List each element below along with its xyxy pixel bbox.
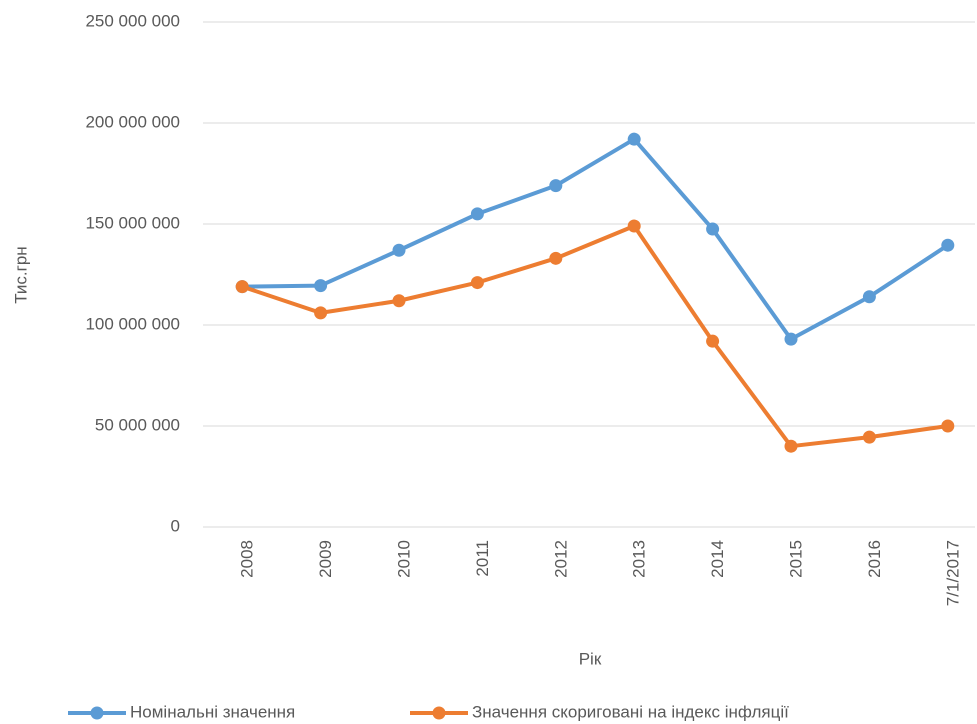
data-point xyxy=(941,238,955,252)
data-point xyxy=(784,332,798,346)
y-tick-label: 250 000 000 xyxy=(85,11,180,30)
data-point xyxy=(392,243,406,257)
x-tick-label: 7/1/2017 xyxy=(943,540,962,606)
x-tick-label: 2009 xyxy=(316,540,335,578)
data-point xyxy=(470,207,484,221)
data-point xyxy=(862,430,876,444)
series-line xyxy=(241,224,949,449)
x-tick-label: 2011 xyxy=(473,540,492,577)
data-point xyxy=(470,276,484,290)
y-tick-label: 150 000 000 xyxy=(85,213,180,232)
data-point xyxy=(392,294,406,308)
legend-marker xyxy=(90,706,104,720)
y-axis-title: Тис.грн xyxy=(11,246,30,303)
y-tick-label: 50 000 000 xyxy=(95,415,180,434)
legend-marker xyxy=(432,706,446,720)
x-tick-label: 2012 xyxy=(551,540,570,578)
y-tick-label: 200 000 000 xyxy=(85,112,180,131)
series-line xyxy=(242,137,949,342)
data-point xyxy=(784,439,798,453)
legend-label: Номінальні значення xyxy=(130,702,295,721)
legend-label: Значення скориговані на індекс інфляції xyxy=(472,702,789,721)
x-tick-label: 2014 xyxy=(708,540,727,578)
data-point xyxy=(314,279,328,293)
data-point xyxy=(627,132,641,146)
data-point xyxy=(314,306,328,320)
data-point xyxy=(706,222,720,236)
y-tick-label: 0 xyxy=(171,516,180,535)
data-point xyxy=(862,290,876,304)
x-tick-label: 2010 xyxy=(394,540,413,578)
data-point xyxy=(627,219,641,233)
x-tick-label: 2016 xyxy=(865,540,884,578)
x-axis-title: Рік xyxy=(579,649,602,668)
data-point xyxy=(235,280,249,294)
data-point xyxy=(549,251,563,265)
data-point xyxy=(549,179,563,193)
x-tick-label: 2013 xyxy=(630,540,649,578)
x-tick-label: 2008 xyxy=(238,540,257,578)
data-point xyxy=(706,334,720,348)
data-point xyxy=(941,419,955,433)
y-tick-label: 100 000 000 xyxy=(85,314,180,333)
x-tick-label: 2015 xyxy=(786,540,805,578)
